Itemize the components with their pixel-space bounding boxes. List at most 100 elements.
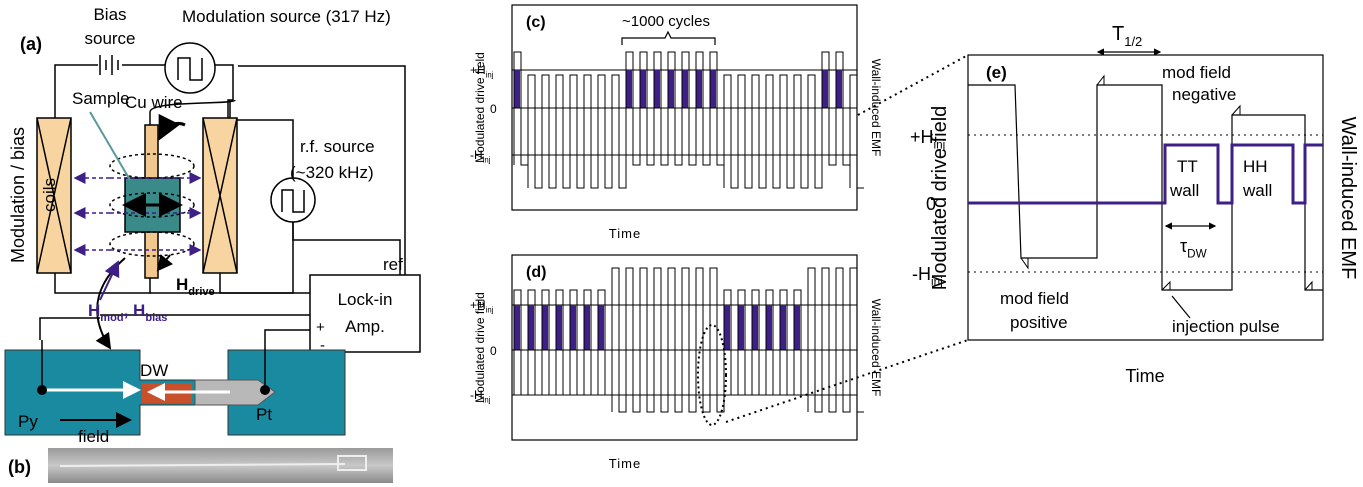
label: Modulated drive field bbox=[473, 292, 487, 403]
emf-pulse bbox=[542, 305, 548, 350]
label: -Hinj bbox=[912, 264, 943, 288]
panel-label: (d) bbox=[526, 264, 546, 281]
emf-pulse bbox=[780, 305, 786, 350]
subscript: mod bbox=[100, 312, 124, 324]
emf-pulse bbox=[584, 305, 590, 350]
label: r.f. source bbox=[300, 137, 375, 156]
label: Modulated drive field bbox=[929, 106, 951, 291]
emf-pulse bbox=[794, 305, 800, 350]
subscript: 1/2 bbox=[1124, 34, 1142, 49]
subscript: drive bbox=[188, 286, 214, 298]
label: Modulation source (317 Hz) bbox=[182, 7, 391, 26]
label: Modulation / bias bbox=[8, 127, 28, 263]
label: -Hinj bbox=[470, 148, 491, 165]
label-part: -H bbox=[470, 388, 483, 402]
emf-pulse bbox=[710, 70, 716, 108]
label-part: τ bbox=[1180, 236, 1187, 256]
waveforms bbox=[512, 51, 1323, 413]
labels: (a) Bias source Modulation source (317 Hz) S… bbox=[8, 5, 1359, 477]
label: -Hinj bbox=[470, 388, 491, 405]
emf-pulse bbox=[640, 70, 646, 108]
subscript: inj bbox=[934, 138, 946, 151]
emf-pulse bbox=[682, 70, 688, 108]
label: +Hinj bbox=[910, 127, 945, 151]
label: source bbox=[84, 29, 135, 48]
label: 0 bbox=[926, 194, 936, 214]
label-part: H bbox=[176, 275, 188, 294]
subscript: inj bbox=[483, 156, 491, 165]
emf-pulse bbox=[766, 305, 772, 350]
emf-pulse bbox=[724, 305, 730, 350]
circuit bbox=[39, 42, 421, 353]
emf-pulse bbox=[514, 305, 520, 350]
label: 0 bbox=[490, 102, 497, 116]
panel-label: (b) bbox=[8, 457, 31, 477]
label: Wall-induced EMF bbox=[869, 59, 883, 157]
device bbox=[4, 340, 393, 483]
label: negative bbox=[1172, 85, 1236, 104]
panel-label: (a) bbox=[20, 34, 42, 54]
label: Pt bbox=[256, 405, 272, 424]
subscript: inj bbox=[486, 71, 494, 80]
drive-wave bbox=[513, 51, 864, 189]
subscript: bias bbox=[145, 312, 167, 324]
label: Py bbox=[18, 412, 38, 431]
emf-pulse bbox=[528, 305, 534, 350]
emf-pulse bbox=[822, 70, 828, 108]
label-part: -H bbox=[470, 148, 483, 162]
label: Lock-in bbox=[338, 290, 393, 309]
label: +Hinj bbox=[470, 298, 494, 315]
emf-pulse bbox=[654, 70, 660, 108]
label: positive bbox=[1010, 313, 1068, 332]
emf-pulse bbox=[752, 305, 758, 350]
emf-pulse bbox=[626, 70, 632, 108]
emf-pulse bbox=[556, 305, 562, 350]
label: 0 bbox=[490, 344, 497, 358]
label-part: , H bbox=[124, 301, 146, 320]
label: ref bbox=[383, 255, 403, 274]
label: Time bbox=[609, 456, 641, 471]
label: Time bbox=[1125, 366, 1164, 386]
subscript: inj bbox=[486, 306, 494, 315]
label: mod field bbox=[1162, 63, 1231, 82]
label: τDW bbox=[1180, 236, 1207, 260]
label-part: +H bbox=[910, 127, 934, 147]
emf-wave bbox=[968, 143, 1323, 205]
label: (~320 kHz) bbox=[290, 163, 374, 182]
emf-pulse bbox=[738, 305, 744, 350]
label: wall bbox=[1242, 181, 1272, 200]
label: Amp. bbox=[345, 317, 385, 336]
label: Wall-induced EMF bbox=[869, 299, 883, 397]
label: wall bbox=[1169, 181, 1199, 200]
label: Time bbox=[609, 226, 641, 241]
label: injection pulse bbox=[1172, 317, 1280, 336]
label-part: +H bbox=[470, 298, 486, 312]
label-part: H bbox=[88, 301, 100, 320]
label: Hmod, Hbias bbox=[88, 301, 167, 324]
label: Bias bbox=[93, 5, 126, 24]
label: T1/2 bbox=[1112, 23, 1142, 49]
drive-wave bbox=[513, 267, 864, 413]
label: Cu wire bbox=[125, 93, 183, 112]
label: coils bbox=[40, 178, 59, 212]
coils bbox=[36, 111, 238, 350]
emf-pulse bbox=[696, 70, 702, 108]
label: HH bbox=[1243, 157, 1268, 176]
subscript: inj bbox=[483, 396, 491, 405]
label: ~1000 cycles bbox=[622, 13, 710, 30]
label: field bbox=[78, 427, 109, 446]
label-part: +H bbox=[470, 63, 486, 77]
label: DW bbox=[140, 361, 168, 380]
label: Sample bbox=[72, 89, 130, 108]
label-part: -H bbox=[912, 264, 931, 284]
emf-pulse bbox=[598, 305, 604, 350]
label: mod field bbox=[1000, 289, 1069, 308]
subscript: DW bbox=[1187, 247, 1206, 260]
reference-lines bbox=[968, 134, 1323, 273]
label: Modulated drive field bbox=[473, 52, 487, 163]
panel-label: (e) bbox=[986, 63, 1007, 82]
label: Hdrive bbox=[176, 275, 215, 298]
label: - bbox=[320, 337, 325, 354]
emf-pulse bbox=[514, 70, 520, 108]
label: +Hinj bbox=[470, 63, 494, 80]
